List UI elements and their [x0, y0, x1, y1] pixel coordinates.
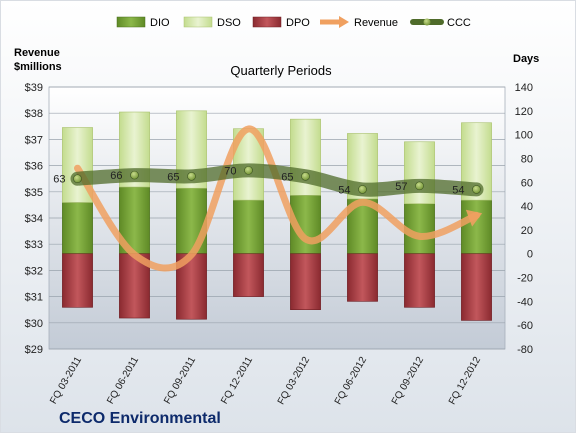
left-tick-label: $31 — [25, 292, 43, 304]
legend-swatch-dpo — [252, 16, 282, 28]
right-axis-title: Days — [513, 53, 539, 65]
ccc-marker — [472, 185, 481, 194]
right-tick-label: 60 — [521, 177, 533, 189]
x-tick-label: FQ 09-2012 — [390, 355, 426, 407]
left-tick-label: $35 — [25, 187, 43, 199]
left-tick-label: $38 — [25, 108, 43, 120]
ccc-marker — [244, 166, 253, 175]
bar-dpo — [347, 253, 378, 302]
right-tick-label: 120 — [515, 106, 533, 118]
left-tick-label: $30 — [25, 318, 43, 330]
revenue-series — [74, 125, 483, 272]
bar-dio — [233, 199, 264, 255]
ccc-data-label: 65 — [281, 171, 293, 183]
left-axis-title-line2: $millions — [14, 61, 62, 73]
legend-swatch-dso — [183, 16, 213, 28]
ccc-data-label: 65 — [167, 171, 179, 183]
x-tick-label: FQ 12-2011 — [219, 355, 255, 406]
ccc-data-label: 57 — [395, 181, 407, 193]
bar-dpo — [290, 253, 321, 311]
bar-dpo — [404, 253, 435, 308]
right-tick-label: -40 — [517, 296, 533, 308]
x-axis: FQ 03-2011 FQ 06-2011 FQ 09-2011 FQ 12-2011… — [48, 355, 483, 407]
legend-label-dso: DSO — [217, 17, 241, 29]
ccc-marker — [130, 170, 139, 180]
bar-dpo — [233, 253, 264, 297]
ccc-marker — [187, 172, 196, 181]
ccc-data-label: 63 — [53, 174, 65, 186]
x-tick-label: FQ 03-2011 — [48, 355, 84, 406]
legend-item-dso: DSO — [183, 16, 241, 29]
right-axis: -80 -60 -40 -20 0 20 40 60 80 100 120 140 — [515, 82, 533, 356]
left-tick-label: $37 — [25, 134, 43, 146]
x-tick-label: FQ 06-2012 — [333, 355, 369, 407]
left-tick-label: $39 — [25, 82, 43, 94]
right-tick-label: 100 — [515, 130, 533, 142]
ccc-marker — [301, 172, 310, 181]
legend-swatch-dio — [116, 16, 146, 28]
bar-dio — [461, 199, 492, 255]
left-tick-label: $32 — [25, 265, 43, 277]
right-tick-label: 20 — [521, 225, 533, 237]
legend-item-revenue: Revenue — [320, 16, 398, 29]
right-tick-label: -60 — [517, 320, 533, 332]
legend-marker-ccc — [423, 18, 431, 26]
revenue-arrowhead — [465, 209, 483, 227]
right-tick-label: -20 — [517, 273, 533, 285]
company-name: CECO Environmental — [59, 410, 221, 427]
bar-dpo — [461, 253, 492, 321]
ccc-marker — [358, 185, 367, 194]
revenue-line — [74, 125, 480, 272]
legend-arrow-revenue — [339, 16, 349, 28]
ccc-marker — [73, 174, 82, 183]
legend-item-ccc: CCC — [410, 17, 471, 29]
ccc-marker — [415, 181, 424, 191]
x-tick-label: FQ 09-2011 — [162, 355, 198, 406]
left-tick-label: $34 — [25, 213, 43, 225]
left-tick-label: $29 — [25, 344, 43, 356]
legend-item-dio: DIO — [116, 16, 170, 29]
ccc-data-label: 66 — [110, 170, 122, 182]
legend-label-dpo: DPO — [286, 17, 310, 29]
bar-dpo — [62, 253, 93, 308]
ccc-data-label: 54 — [452, 184, 464, 196]
right-tick-label: -80 — [517, 344, 533, 356]
legend: DIO DSO DPO Revenue CCC — [116, 16, 471, 29]
ccc-series: 63 66 65 70 65 54 57 54 — [53, 163, 484, 197]
x-tick-label: FQ 03-2012 — [276, 355, 312, 407]
left-tick-label: $36 — [25, 161, 43, 173]
ccc-data-label: 70 — [224, 165, 236, 177]
right-tick-label: 40 — [521, 201, 533, 213]
legend-item-dpo: DPO — [252, 16, 310, 29]
left-tick-label: $33 — [25, 239, 43, 251]
ccc-line — [70, 163, 484, 197]
legend-label-ccc: CCC — [447, 17, 471, 29]
chart-title: Quarterly Periods — [230, 63, 332, 78]
x-tick-label: FQ 12-2012 — [447, 355, 483, 407]
right-tick-label: 140 — [515, 82, 533, 94]
ccc-data-label: 54 — [338, 184, 350, 196]
bar-dio — [62, 202, 93, 255]
x-tick-label: FQ 06-2011 — [105, 355, 141, 406]
right-tick-label: 0 — [527, 249, 533, 261]
legend-label-dio: DIO — [150, 17, 170, 29]
right-tick-label: 80 — [521, 153, 533, 165]
left-axis: $29 $30 $31 $32 $33 $34 $35 $36 $37 $38 $39 — [25, 82, 43, 356]
bar-dso — [404, 141, 435, 205]
left-axis-title-line1: Revenue — [14, 47, 60, 59]
legend-label-revenue: Revenue — [354, 17, 398, 29]
